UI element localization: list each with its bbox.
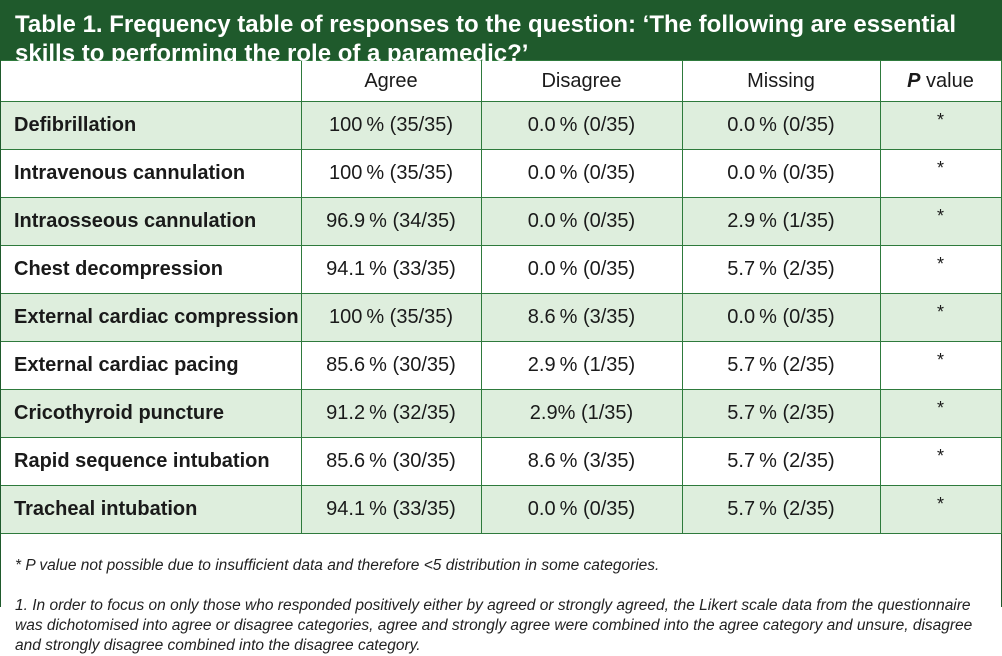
row-agree: 94.1 % (33/35)	[300, 245, 482, 294]
row-skill: Rapid sequence intubation	[1, 437, 302, 486]
row-p-value: *	[879, 389, 1002, 438]
row-missing: 5.7 % (2/35)	[681, 485, 881, 534]
row-p-value: *	[879, 245, 1002, 294]
header-p-rest: value	[920, 69, 974, 92]
row-agree: 100 % (35/35)	[300, 101, 482, 150]
row-missing: 5.7 % (2/35)	[681, 437, 881, 486]
row-disagree: 0.0 % (0/35)	[480, 245, 683, 294]
table-footnotes: * P value not possible due to insufficie…	[1, 556, 1001, 656]
row-skill: Defibrillation	[1, 101, 302, 150]
row-disagree: 2.9 % (1/35)	[480, 341, 683, 390]
row-agree: 96.9 % (34/35)	[300, 197, 482, 246]
row-missing: 5.7 % (2/35)	[681, 245, 881, 294]
row-skill: Intraosseous cannulation	[1, 197, 302, 246]
row-agree: 100 % (35/35)	[300, 149, 482, 198]
row-missing: 0.0 % (0/35)	[681, 149, 881, 198]
row-disagree: 2.9% (1/35)	[480, 389, 683, 438]
row-agree: 94.1 % (33/35)	[300, 485, 482, 534]
frequency-table: Agree Disagree Missing P value Defibrill…	[1, 60, 1002, 534]
table-row: Intravenous cannulation 100 % (35/35) 0.…	[1, 149, 1002, 198]
row-missing: 5.7 % (2/35)	[681, 389, 881, 438]
table-row: Rapid sequence intubation 85.6 % (30/35)…	[1, 437, 1002, 486]
table-row: Defibrillation 100 % (35/35) 0.0 % (0/35…	[1, 101, 1002, 150]
row-disagree: 0.0 % (0/35)	[480, 149, 683, 198]
row-disagree: 0.0 % (0/35)	[480, 101, 683, 150]
header-disagree: Disagree	[480, 60, 683, 102]
row-skill: Chest decompression	[1, 245, 302, 294]
footnote-p-value: * P value not possible due to insufficie…	[15, 557, 660, 574]
table-row: Cricothyroid puncture 91.2 % (32/35) 2.9…	[1, 389, 1002, 438]
row-missing: 5.7 % (2/35)	[681, 341, 881, 390]
row-missing: 0.0 % (0/35)	[681, 293, 881, 342]
row-skill: External cardiac compression	[1, 293, 302, 342]
row-agree: 100 % (35/35)	[300, 293, 482, 342]
table-title: Table 1. Frequency table of responses to…	[1, 0, 1001, 67]
header-row: Agree Disagree Missing P value	[1, 60, 1002, 102]
header-skill	[1, 60, 302, 102]
row-skill: Cricothyroid puncture	[1, 389, 302, 438]
row-skill: Intravenous cannulation	[1, 149, 302, 198]
table-row: Tracheal intubation 94.1 % (33/35) 0.0 %…	[1, 485, 1002, 534]
row-disagree: 8.6 % (3/35)	[480, 437, 683, 486]
row-p-value: *	[879, 293, 1002, 342]
header-missing: Missing	[681, 60, 881, 102]
row-missing: 2.9 % (1/35)	[681, 197, 881, 246]
footnote-method: 1. In order to focus on only those who r…	[15, 597, 973, 654]
table-row: Intraosseous cannulation 96.9 % (34/35) …	[1, 197, 1002, 246]
row-p-value: *	[879, 341, 1002, 390]
row-agree: 85.6 % (30/35)	[300, 341, 482, 390]
row-agree: 91.2 % (32/35)	[300, 389, 482, 438]
row-disagree: 8.6 % (3/35)	[480, 293, 683, 342]
row-p-value: *	[879, 101, 1002, 150]
header-agree: Agree	[300, 60, 482, 102]
table-row: External cardiac compression 100 % (35/3…	[1, 293, 1002, 342]
row-p-value: *	[879, 197, 1002, 246]
table-row: Chest decompression 94.1 % (33/35) 0.0 %…	[1, 245, 1002, 294]
table-row: External cardiac pacing 85.6 % (30/35) 2…	[1, 341, 1002, 390]
row-agree: 85.6 % (30/35)	[300, 437, 482, 486]
row-missing: 0.0 % (0/35)	[681, 101, 881, 150]
row-disagree: 0.0 % (0/35)	[480, 485, 683, 534]
row-p-value: *	[879, 437, 1002, 486]
header-p-value: P value	[879, 60, 1002, 102]
row-p-value: *	[879, 485, 1002, 534]
row-p-value: *	[879, 149, 1002, 198]
row-disagree: 0.0 % (0/35)	[480, 197, 683, 246]
header-p-letter: P	[907, 69, 921, 92]
row-skill: Tracheal intubation	[1, 485, 302, 534]
row-skill: External cardiac pacing	[1, 341, 302, 390]
